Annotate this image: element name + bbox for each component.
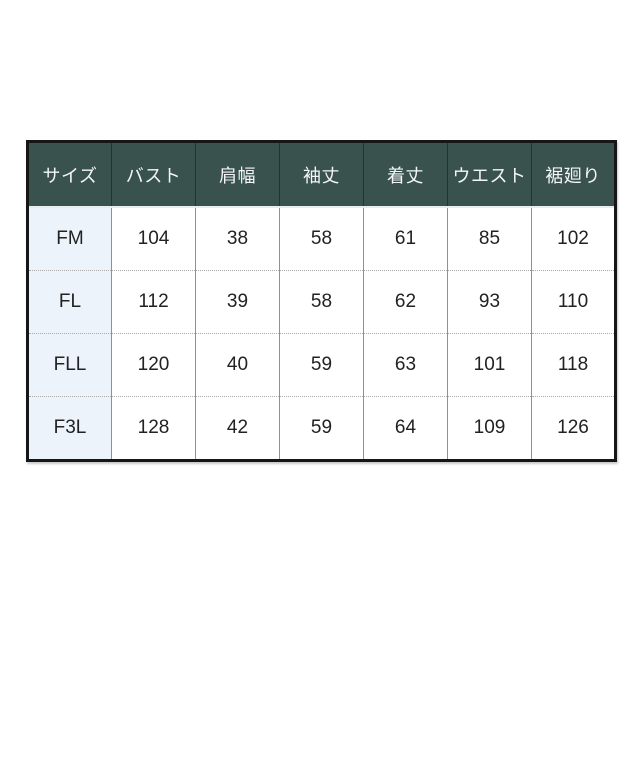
measurement-cell: 128 <box>111 396 196 461</box>
size-label-cell: F3L <box>27 396 112 461</box>
measurement-cell: 59 <box>279 333 364 397</box>
measurement-cell: 39 <box>195 270 280 334</box>
header-cell-size: サイズ <box>27 141 112 208</box>
header-cell-bust: バスト <box>111 141 196 208</box>
table-row-f3l: F3L 128 42 59 64 109 126 <box>27 396 616 461</box>
size-label-cell: FM <box>27 207 112 271</box>
measurement-cell: 58 <box>279 207 364 271</box>
size-chart-header-row: サイズ バスト 肩幅 袖丈 着丈 ウエスト 裾廻り <box>27 141 616 208</box>
measurement-cell: 38 <box>195 207 280 271</box>
size-label-cell: FLL <box>27 333 112 397</box>
table-row-fll: FLL 120 40 59 63 101 118 <box>27 333 616 397</box>
measurement-cell: 120 <box>111 333 196 397</box>
header-cell-shoulder: 肩幅 <box>195 141 280 208</box>
measurement-cell: 110 <box>531 270 616 334</box>
measurement-cell: 42 <box>195 396 280 461</box>
measurement-cell: 101 <box>447 333 532 397</box>
size-chart-table: サイズ バスト 肩幅 袖丈 着丈 ウエスト 裾廻り FM 104 38 58 6… <box>26 140 617 462</box>
measurement-cell: 59 <box>279 396 364 461</box>
measurement-cell: 104 <box>111 207 196 271</box>
measurement-cell: 40 <box>195 333 280 397</box>
size-label-cell: FL <box>27 270 112 334</box>
measurement-cell: 63 <box>363 333 448 397</box>
measurement-cell: 58 <box>279 270 364 334</box>
measurement-cell: 93 <box>447 270 532 334</box>
measurement-cell: 61 <box>363 207 448 271</box>
header-cell-hem: 裾廻り <box>531 141 616 208</box>
size-chart-container: サイズ バスト 肩幅 袖丈 着丈 ウエスト 裾廻り FM 104 38 58 6… <box>26 140 617 462</box>
measurement-cell: 112 <box>111 270 196 334</box>
header-cell-sleeve: 袖丈 <box>279 141 364 208</box>
measurement-cell: 102 <box>531 207 616 271</box>
measurement-cell: 109 <box>447 396 532 461</box>
measurement-cell: 85 <box>447 207 532 271</box>
measurement-cell: 64 <box>363 396 448 461</box>
measurement-cell: 118 <box>531 333 616 397</box>
measurement-cell: 126 <box>531 396 616 461</box>
header-cell-length: 着丈 <box>363 141 448 208</box>
table-row-fm: FM 104 38 58 61 85 102 <box>27 207 616 271</box>
header-cell-waist: ウエスト <box>447 141 532 208</box>
measurement-cell: 62 <box>363 270 448 334</box>
table-row-fl: FL 112 39 58 62 93 110 <box>27 270 616 334</box>
